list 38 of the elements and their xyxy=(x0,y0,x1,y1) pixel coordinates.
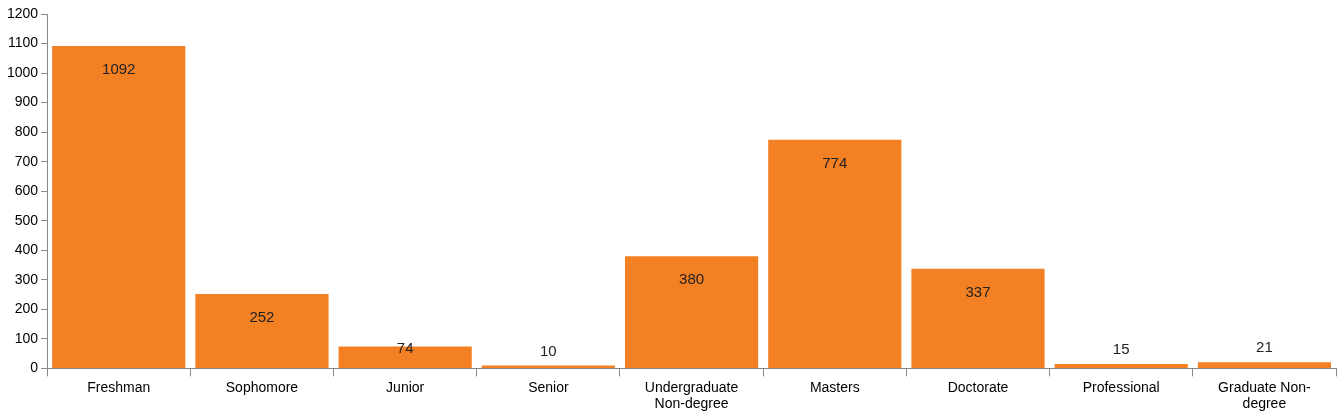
y-tick-label: 1100 xyxy=(8,34,39,51)
data-label: 15 xyxy=(1112,340,1130,358)
bar xyxy=(911,268,1045,368)
bar xyxy=(481,365,615,368)
y-tick-label: 400 xyxy=(14,241,39,258)
x-tick-label: Masters xyxy=(809,378,860,395)
bar xyxy=(768,139,902,368)
data-label: 1092 xyxy=(102,60,136,78)
x-tick-label: Junior xyxy=(386,378,425,395)
x-tick-label: Freshman xyxy=(87,378,151,395)
y-tick-label: 1000 xyxy=(6,63,39,80)
data-label: 21 xyxy=(1256,338,1273,356)
y-tick-label: 700 xyxy=(14,152,39,169)
bar xyxy=(1197,362,1331,368)
bar xyxy=(52,45,186,368)
y-tick-label: 900 xyxy=(14,93,39,110)
y-tick-label: 600 xyxy=(14,182,39,199)
bar xyxy=(624,256,759,368)
y-tick-label: 800 xyxy=(14,122,39,139)
x-tick-label: Graduate Non-degree xyxy=(1218,378,1312,412)
y-tick-label: 300 xyxy=(14,270,39,287)
bar xyxy=(1054,363,1188,368)
x-tick-label: Doctorate xyxy=(947,378,1009,395)
y-tick-label: 100 xyxy=(14,329,39,346)
x-tick-label: Senior xyxy=(528,378,569,395)
x-tick-label: Undergraduate Non-degree xyxy=(644,378,739,412)
data-label: 10 xyxy=(540,341,557,359)
data-label: 380 xyxy=(679,270,705,288)
x-tick-label: Sophomore xyxy=(225,378,299,395)
x-tick-label: Professional xyxy=(1082,378,1160,395)
y-tick-label: 1200 xyxy=(6,4,39,21)
y-tick-label: 200 xyxy=(14,300,39,317)
data-label: 337 xyxy=(965,283,991,301)
bar xyxy=(195,293,329,368)
data-label: 774 xyxy=(822,153,848,171)
data-label: 252 xyxy=(249,308,275,326)
y-tick-label: 0 xyxy=(30,359,39,376)
y-tick-label: 500 xyxy=(14,211,39,228)
